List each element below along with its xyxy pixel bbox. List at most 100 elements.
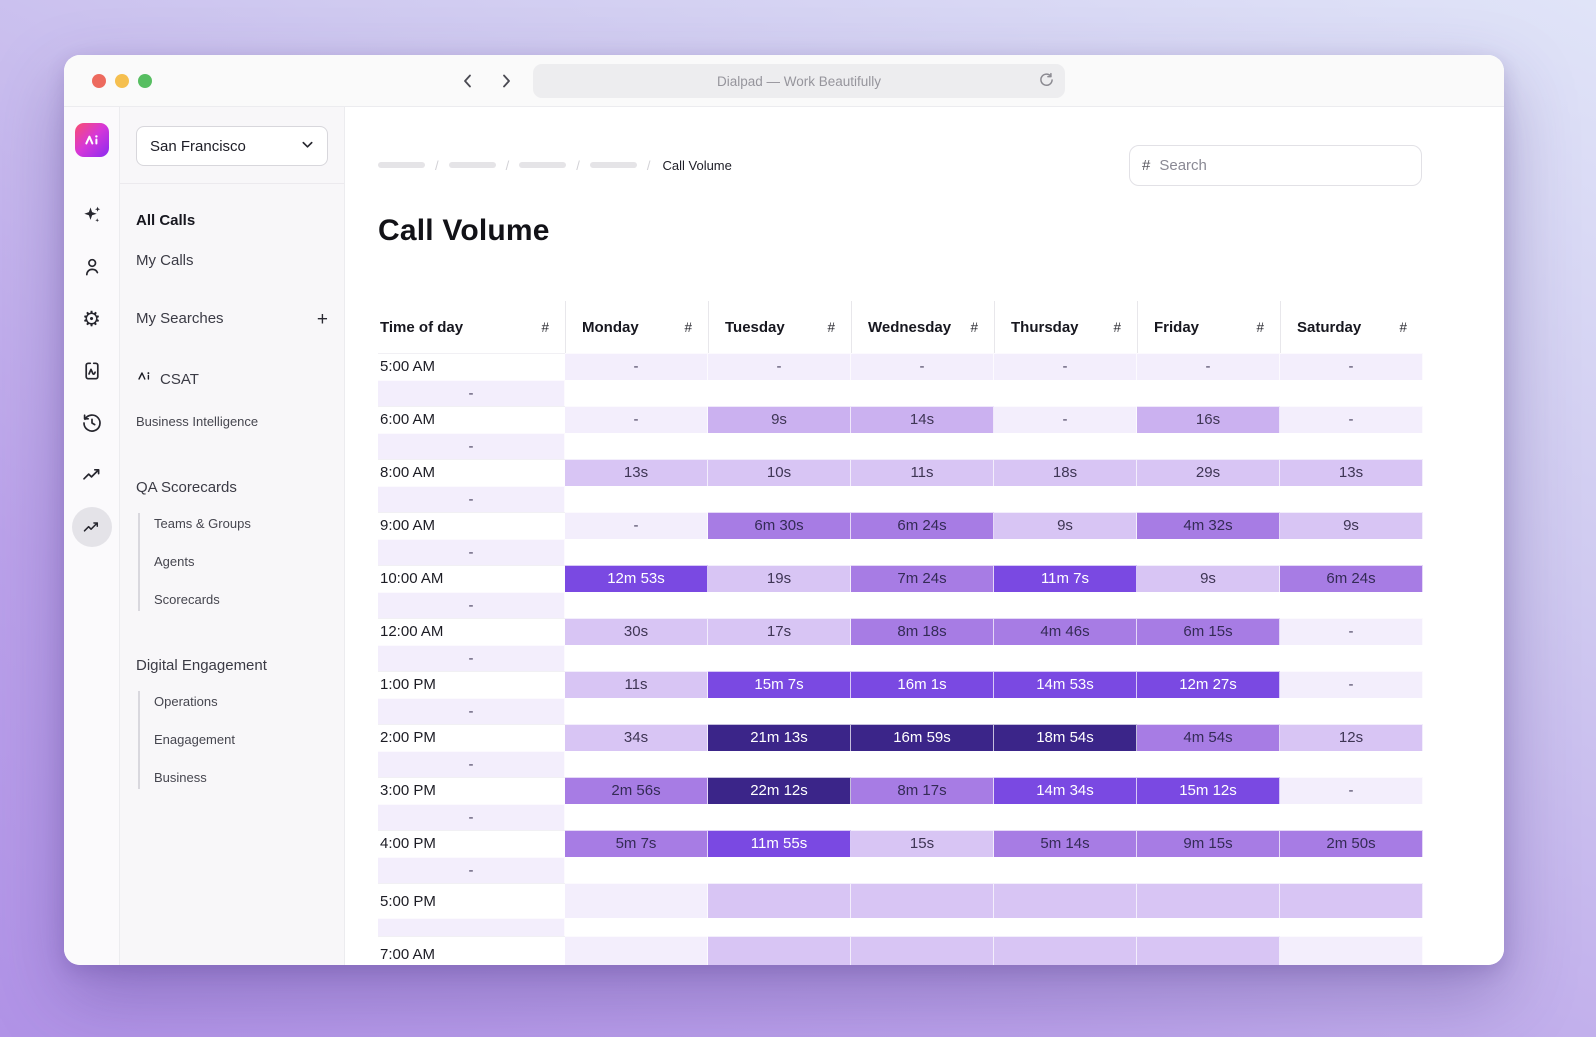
heat-cell: 6m 30s [708, 512, 851, 539]
column-header-friday[interactable]: Friday # [1137, 301, 1280, 353]
close-window-button[interactable] [92, 73, 106, 88]
settings-gear-icon[interactable]: ⚙ [80, 307, 104, 331]
icon-rail: ⚙ [64, 107, 120, 965]
heatmap-row: 2:00 PM 34s 21m 13s 16m 59s 18m 54s 4m 54s 12s… [378, 724, 1423, 777]
heat-cell: 13s [1280, 459, 1423, 486]
heatmap-row: 5:00 PM [378, 883, 1423, 936]
sidebar-item-operations[interactable]: Operations [154, 694, 218, 709]
heat-cell: - [565, 353, 708, 380]
heat-cell: 12m 27s [1137, 671, 1280, 698]
heatmap-row: 4:00 PM 5m 7s 11m 55s 15s 5m 14s 9m 15s 2m 50s… [378, 830, 1423, 883]
sidebar-item-enagagement[interactable]: Enagagement [154, 732, 235, 747]
minimize-window-button[interactable] [115, 73, 129, 88]
forward-button[interactable] [497, 72, 515, 90]
time-label: 4:00 PM [378, 830, 565, 857]
heat-cell: 18m 54s [994, 724, 1137, 751]
hash-sort-icon[interactable]: # [541, 319, 549, 335]
search-input[interactable] [1159, 156, 1409, 174]
dialpad-ai-logo[interactable] [74, 123, 109, 157]
sidebar-item-csat[interactable]: CSAT [136, 368, 328, 391]
column-header-label: Saturday [1297, 318, 1362, 336]
ai-transcript-icon[interactable] [80, 359, 104, 383]
call-volume-heatmap: Time of day # Monday # Tuesday # Wednesday # Thu… [378, 301, 1423, 965]
heat-cell [1137, 936, 1280, 965]
time-label: 5:00 AM [378, 353, 565, 380]
hash-sort-icon[interactable]: # [684, 319, 692, 335]
heat-cell: - [994, 353, 1137, 380]
heatmap-row: 8:00 AM 13s 10s 11s 18s 29s 13s - [378, 459, 1423, 512]
heat-cell: 15m 12s [1137, 777, 1280, 804]
time-label: 9:00 AM [378, 512, 565, 539]
heat-cell: 4m 46s [994, 618, 1137, 645]
column-header-wednesday[interactable]: Wednesday # [851, 301, 994, 353]
heat-cell: 4m 32s [1137, 512, 1280, 539]
heat-cell: 22m 12s [708, 777, 851, 804]
sidebar-item-business-intelligence[interactable]: Business Intelligence [136, 414, 259, 429]
breadcrumb-skeleton-link[interactable] [589, 162, 637, 168]
column-header-thursday[interactable]: Thursday # [994, 301, 1137, 353]
sidebar-item-csat-label: CSAT [160, 370, 199, 388]
add-search-icon[interactable]: + [316, 308, 328, 330]
search-box[interactable]: # [1129, 144, 1422, 186]
time-label: 8:00 AM [378, 459, 565, 486]
main-content: / / / / Call Volume # Call Volume Time of da… [345, 107, 1504, 965]
column-header-tuesday[interactable]: Tuesday # [708, 301, 851, 353]
column-header-time-of-day[interactable]: Time of day # [378, 301, 565, 353]
refresh-icon[interactable] [1038, 72, 1055, 89]
ai-sparkle-icon[interactable] [80, 203, 104, 227]
heatmap-row: 10:00 AM 12m 53s 19s 7m 24s 11m 7s 9s 6m 24s - [378, 565, 1423, 618]
sidebar-item-all-calls[interactable]: All Calls [136, 212, 196, 229]
trending-chart-icon[interactable] [80, 463, 104, 487]
hash-sort-icon[interactable]: # [1113, 319, 1121, 335]
browser-titlebar: Dialpad — Work Beautifully [64, 55, 1504, 107]
column-header-label: Wednesday [868, 318, 952, 336]
hash-sort-icon[interactable]: # [970, 319, 978, 335]
heat-cell: - [378, 538, 565, 565]
page-title: Call Volume [378, 214, 550, 247]
sidebar-item-agents[interactable]: Agents [154, 554, 195, 569]
time-label: 2:00 PM [378, 724, 565, 751]
sidebar-group-qa-scorecards[interactable]: QA Scorecards [136, 479, 237, 496]
back-button[interactable] [459, 72, 477, 90]
breadcrumb-skeleton-link[interactable] [519, 162, 567, 168]
breadcrumb-separator: / [435, 157, 439, 173]
location-selector[interactable]: San Francisco [136, 126, 328, 166]
sidebar-item-business[interactable]: Business [154, 770, 207, 785]
heat-cell: 14s [851, 406, 994, 433]
history-clock-icon[interactable] [80, 411, 104, 435]
address-bar[interactable]: Dialpad — Work Beautifully [533, 64, 1065, 98]
breadcrumb-separator: / [646, 157, 651, 173]
heat-cell: - [378, 591, 565, 618]
breadcrumb-skeleton-link[interactable] [378, 162, 425, 168]
hash-sort-icon[interactable]: # [827, 319, 835, 335]
sidebar-group-digital-engagement[interactable]: Digital Engagement [136, 657, 267, 674]
column-header-monday[interactable]: Monday # [565, 301, 708, 353]
column-header-saturday[interactable]: Saturday # [1280, 301, 1423, 353]
time-label: 7:00 AM [378, 936, 565, 965]
hash-sort-icon[interactable]: # [1399, 319, 1407, 335]
heat-cell: - [994, 406, 1137, 433]
sidebar-item-scorecards[interactable]: Scorecards [154, 592, 220, 607]
sidebar-item-my-searches[interactable]: My Searches [136, 310, 224, 327]
contact-person-icon[interactable] [80, 255, 104, 279]
column-header-label: Tuesday [725, 318, 785, 336]
location-selector-value: San Francisco [150, 137, 246, 155]
heatmap-row: 1:00 PM 11s 15m 7s 16m 1s 14m 53s 12m 27s - - [378, 671, 1423, 724]
heat-cell: 11m 7s [994, 565, 1137, 592]
zoom-window-button[interactable] [138, 73, 152, 88]
heatmap-row: 5:00 AM - - - - - - - [378, 353, 1423, 406]
heat-cell: - [378, 856, 565, 883]
hash-sort-icon[interactable]: # [1256, 319, 1264, 335]
analytics-chart-icon[interactable] [71, 507, 112, 547]
heat-cell: 4m 54s [1137, 724, 1280, 751]
sidebar-item-my-calls[interactable]: My Calls [136, 252, 194, 269]
heat-cell: 11m 55s [708, 830, 851, 857]
heatmap-header-row: Time of day # Monday # Tuesday # Wednesday # Thu… [378, 301, 1423, 353]
address-bar-title: Dialpad — Work Beautifully [716, 73, 882, 89]
sidebar-item-teams-groups[interactable]: Teams & Groups [154, 516, 251, 531]
heat-cell: - [1280, 406, 1423, 433]
breadcrumb-skeleton-link[interactable] [448, 162, 496, 168]
heatmap-row: 6:00 AM -9s 14s -16s - - [378, 406, 1423, 459]
heat-cell: - [1280, 353, 1423, 380]
heat-cell: 8m 18s [851, 618, 994, 645]
